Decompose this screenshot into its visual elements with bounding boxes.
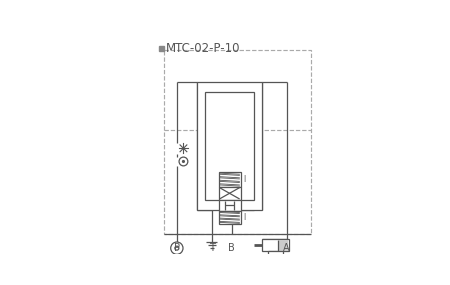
Text: I: I xyxy=(243,213,245,222)
Bar xyxy=(262,239,289,251)
Bar xyxy=(219,211,240,224)
Circle shape xyxy=(183,161,184,162)
Text: I: I xyxy=(243,175,245,184)
Text: T: T xyxy=(209,243,215,253)
Bar xyxy=(279,240,288,251)
Circle shape xyxy=(171,242,183,254)
Bar xyxy=(219,187,240,200)
Circle shape xyxy=(179,157,188,166)
Circle shape xyxy=(175,246,179,250)
Bar xyxy=(268,251,283,255)
Bar xyxy=(159,46,164,51)
Bar xyxy=(197,82,262,210)
Text: MTC-02-P-10: MTC-02-P-10 xyxy=(166,42,240,55)
Text: A: A xyxy=(283,243,290,253)
Bar xyxy=(219,200,240,211)
Bar xyxy=(219,172,240,187)
Text: B: B xyxy=(228,243,235,253)
Text: P: P xyxy=(174,243,180,253)
Bar xyxy=(205,92,254,200)
Bar xyxy=(164,50,310,234)
